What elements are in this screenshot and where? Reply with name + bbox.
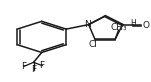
Text: F: F: [31, 65, 36, 74]
Text: Cl: Cl: [89, 40, 98, 49]
Text: H: H: [130, 19, 136, 28]
Text: F: F: [40, 61, 45, 70]
Text: N: N: [85, 20, 91, 29]
Text: CH₃: CH₃: [110, 23, 127, 32]
Text: O: O: [143, 21, 150, 30]
Text: F: F: [21, 62, 26, 71]
